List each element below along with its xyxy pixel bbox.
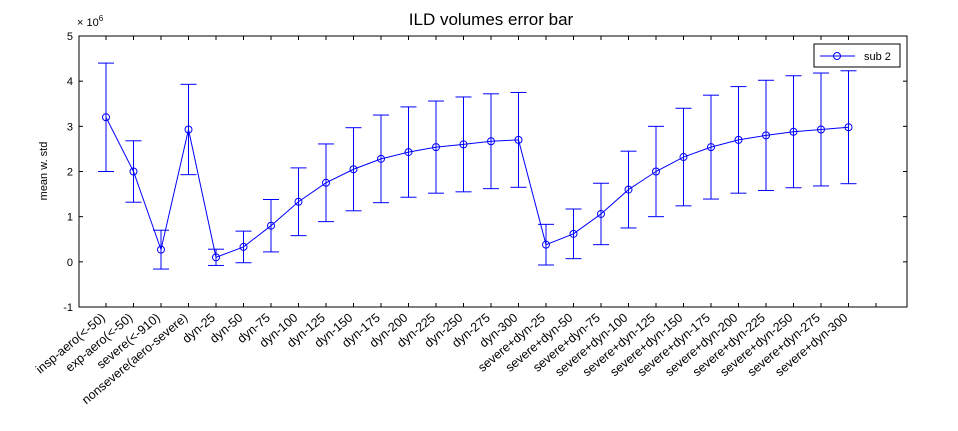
y-axis: -1 0 1 2 3 4 5 <box>63 31 907 314</box>
y-tick-label: 4 <box>67 76 73 88</box>
data-point <box>762 131 770 140</box>
data-point <box>157 245 165 254</box>
y-exponent-power: 6 <box>99 14 104 23</box>
data-point <box>652 167 660 176</box>
y-tick-label: 2 <box>67 167 73 179</box>
plot-frame <box>78 35 908 308</box>
data-point <box>459 140 468 149</box>
y-tick-label: 3 <box>67 121 73 133</box>
data-point <box>789 127 798 136</box>
data-point <box>514 135 523 144</box>
data-point <box>322 178 330 187</box>
data-point <box>404 148 413 157</box>
data-point <box>102 113 110 122</box>
x-axis: insp-aero(<-50)exp-aero(<-50)severe(<-91… <box>33 36 877 407</box>
series-markers <box>102 113 853 262</box>
data-point <box>129 167 138 176</box>
data-point <box>569 229 578 238</box>
y-axis-label: mean w. std <box>38 142 50 201</box>
data-point <box>707 143 715 152</box>
data-point <box>239 242 248 251</box>
y-exponent-base: × 10 <box>77 17 99 29</box>
data-point <box>267 221 275 230</box>
data-point <box>294 197 303 206</box>
legend-label: sub 2 <box>864 51 891 63</box>
data-point <box>377 154 385 163</box>
data-point <box>679 153 688 162</box>
legend: sub 2 <box>813 43 901 68</box>
data-point <box>542 240 550 249</box>
y-tick-label: 1 <box>67 212 73 224</box>
y-tick-label: 5 <box>67 31 73 43</box>
data-point <box>212 253 220 262</box>
data-point <box>597 209 605 218</box>
y-tick-label: 0 <box>67 257 73 269</box>
data-point <box>624 185 633 194</box>
legend-box <box>813 43 901 68</box>
data-point <box>817 125 825 134</box>
data-point <box>487 137 495 146</box>
data-point <box>734 135 743 144</box>
y-exponent-label: × 106 <box>77 14 104 29</box>
series-line <box>105 117 849 258</box>
data-point <box>844 123 853 132</box>
chart-title: ILD volumes error bar <box>409 10 574 29</box>
data-point <box>432 143 440 152</box>
data-point <box>349 165 358 174</box>
y-tick-label: -1 <box>63 302 73 314</box>
data-point <box>184 125 193 134</box>
legend-marker <box>833 52 841 60</box>
